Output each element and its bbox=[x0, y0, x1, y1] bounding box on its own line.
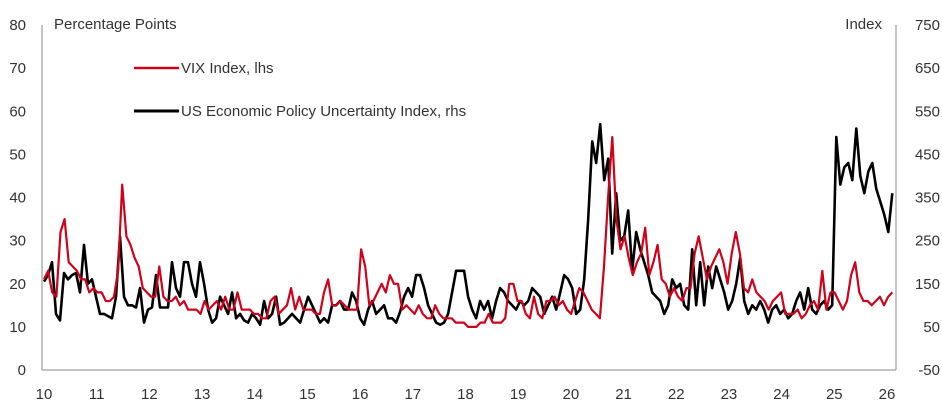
y-tick-right: 450 bbox=[915, 146, 940, 163]
y-tick-left: 40 bbox=[9, 190, 26, 207]
x-tick: 25 bbox=[826, 386, 843, 403]
y-tick-right: 50 bbox=[923, 319, 940, 336]
y-tick-right: 550 bbox=[915, 103, 940, 120]
epu-series-line bbox=[42, 122, 894, 327]
x-tick: 15 bbox=[299, 386, 316, 403]
x-tick: 23 bbox=[721, 386, 738, 403]
x-tick: 17 bbox=[404, 386, 421, 403]
x-tick: 10 bbox=[36, 386, 53, 403]
x-tick: 16 bbox=[352, 386, 369, 403]
legend-label-epu: US Economic Policy Uncertainty Index, rh… bbox=[181, 103, 466, 120]
y-tick-right: 650 bbox=[915, 60, 940, 77]
legend: VIX Index, lhs US Economic Policy Uncert… bbox=[134, 60, 466, 120]
y-tick-left: 60 bbox=[9, 103, 26, 120]
x-tick: 11 bbox=[89, 386, 105, 403]
y-tick-left: 80 bbox=[9, 17, 26, 34]
x-tick: 14 bbox=[246, 386, 263, 403]
legend-label-vix: VIX Index, lhs bbox=[181, 60, 274, 77]
x-tick: 22 bbox=[668, 386, 685, 403]
y-tick-left: 20 bbox=[9, 276, 26, 293]
vix-series-line bbox=[43, 136, 894, 328]
x-tick: 21 bbox=[615, 386, 632, 403]
right-axis-label: Index bbox=[845, 16, 882, 33]
y-tick-left: 50 bbox=[9, 146, 26, 163]
x-tick: 13 bbox=[194, 386, 211, 403]
x-tick: 18 bbox=[457, 386, 474, 403]
x-tick: 19 bbox=[510, 386, 527, 403]
x-tick: 24 bbox=[773, 386, 790, 403]
y-tick-right: 250 bbox=[915, 233, 940, 250]
y-tick-right: -50 bbox=[918, 362, 940, 379]
y-tick-left: 0 bbox=[18, 362, 26, 379]
y-tick-right: 750 bbox=[915, 17, 940, 34]
y-tick-left: 30 bbox=[9, 233, 26, 250]
x-tick: 26 bbox=[879, 386, 896, 403]
y-tick-right: 150 bbox=[915, 276, 940, 293]
y-tick-right: 350 bbox=[915, 190, 940, 207]
left-axis-label: Percentage Points bbox=[54, 16, 177, 33]
y-tick-left: 70 bbox=[9, 60, 26, 77]
y-tick-left: 10 bbox=[9, 319, 26, 336]
x-tick: 20 bbox=[563, 386, 580, 403]
x-tick: 12 bbox=[141, 386, 158, 403]
